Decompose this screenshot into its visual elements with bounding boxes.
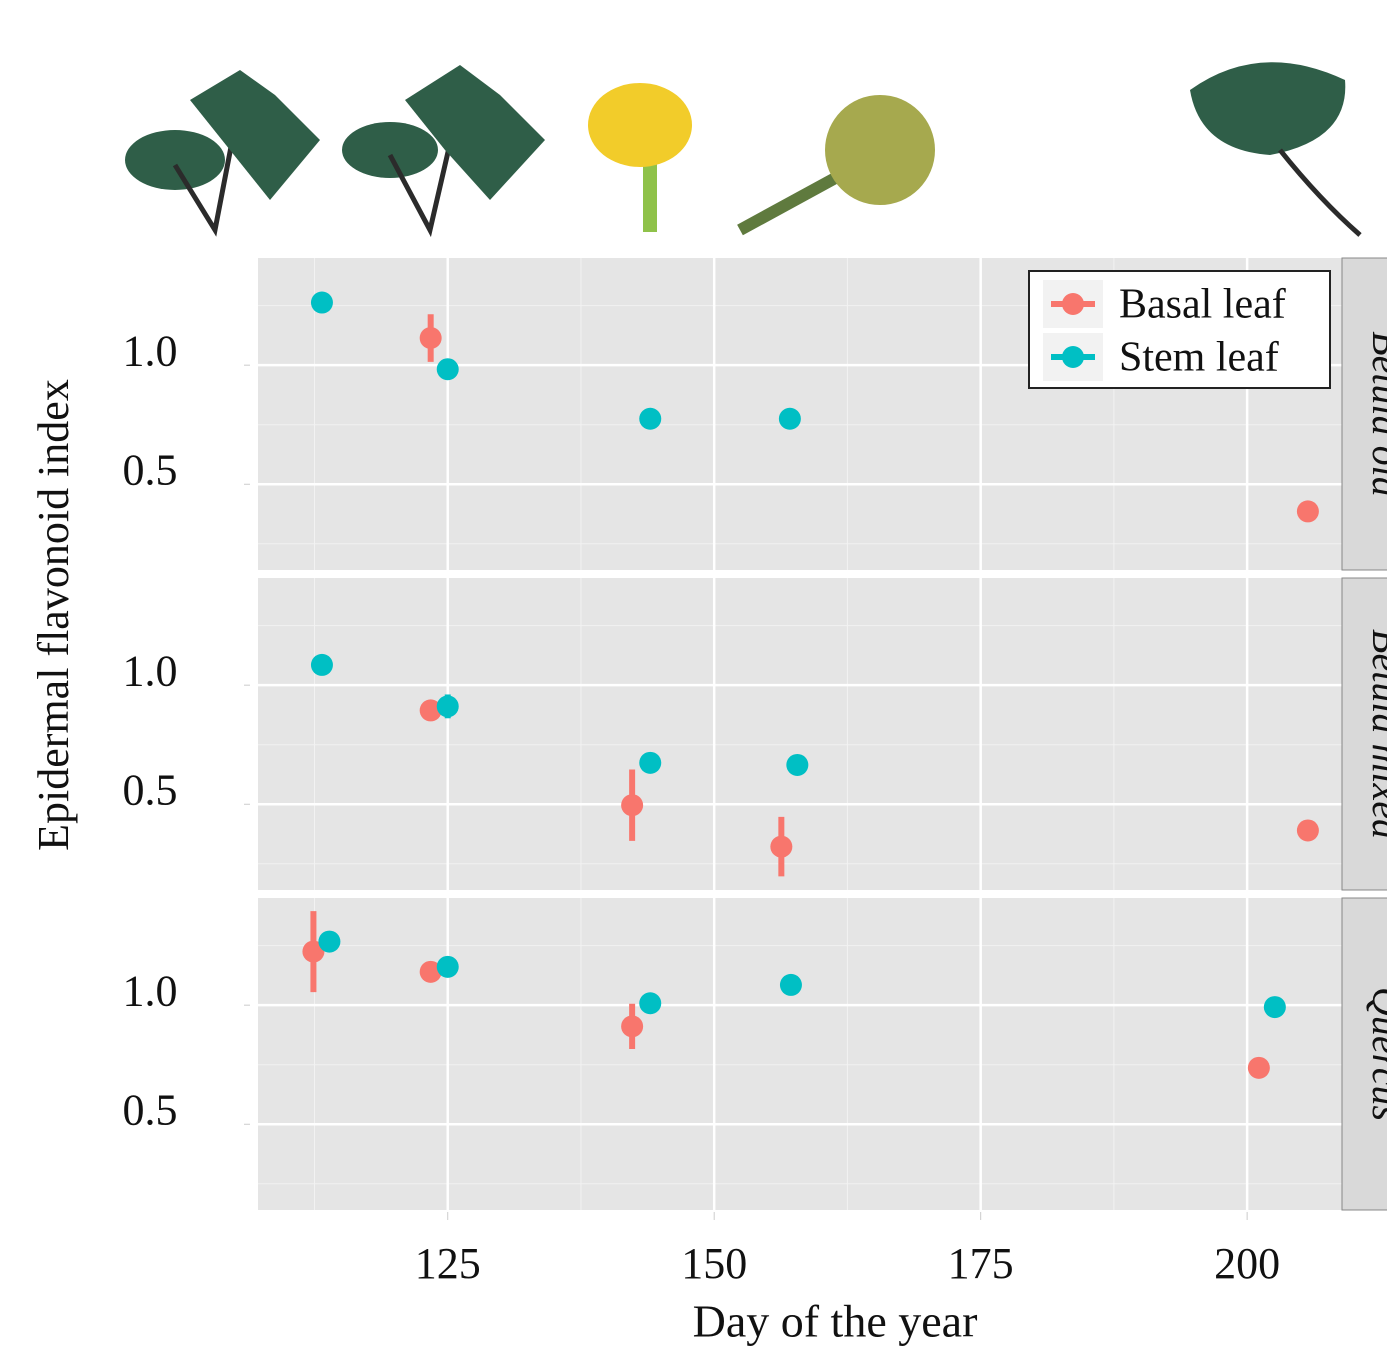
point <box>1247 1056 1270 1079</box>
legend-label: Stem leaf <box>1119 335 1279 381</box>
point <box>621 1015 644 1038</box>
x-tick-label: 175 <box>948 1239 1014 1288</box>
leaf <box>342 122 438 178</box>
stem <box>1278 148 1362 237</box>
x-tick-label: 200 <box>1214 1239 1280 1288</box>
point <box>1296 500 1319 523</box>
leaf <box>405 65 545 200</box>
legend: Basal leaf Stem leaf <box>1028 270 1331 389</box>
legend-key <box>1062 346 1084 368</box>
leaf <box>125 130 225 190</box>
point <box>436 695 459 718</box>
point <box>770 835 793 858</box>
point <box>436 955 459 978</box>
point <box>436 358 459 381</box>
y-tick-label: 1.0 <box>123 326 178 375</box>
y-tick-label: 1.0 <box>123 646 178 695</box>
point <box>318 930 341 953</box>
facet-label: Betula old <box>1364 331 1387 498</box>
y-tick-label: 0.5 <box>123 765 178 814</box>
point <box>639 407 662 430</box>
point <box>419 327 442 350</box>
point <box>310 291 333 314</box>
point <box>302 940 325 963</box>
point <box>1263 996 1286 1019</box>
x-tick-label: 150 <box>681 1239 747 1288</box>
point <box>639 751 662 774</box>
y-tick-label: 1.0 <box>123 966 178 1015</box>
facet-strip <box>1341 897 1387 1211</box>
y-axis-label: Epidermal flavonoid index <box>29 379 78 851</box>
panels: 0.5 1.0 Betula old 0.5 1.0 Betula mixed 0.5 1.0… <box>123 257 1387 1288</box>
panel: 0.5 1.0 Quercus <box>123 897 1387 1211</box>
panel-background <box>258 578 1342 890</box>
plant-illustrations <box>125 62 1362 238</box>
leaf <box>1190 62 1346 155</box>
point <box>786 753 809 776</box>
point <box>779 973 802 996</box>
facet-strip <box>1341 257 1387 571</box>
panel-background <box>258 898 1342 1210</box>
y-tick-label: 0.5 <box>123 1085 178 1134</box>
point <box>310 653 333 676</box>
panel: 0.5 1.0 Betula mixed <box>123 577 1387 891</box>
point <box>419 960 442 983</box>
flower <box>588 83 692 167</box>
point <box>419 699 442 722</box>
stem <box>737 164 853 236</box>
seed-head <box>825 95 935 205</box>
legend-label: Basal leaf <box>1119 282 1286 328</box>
point <box>621 794 644 817</box>
x-tick-label: 125 <box>415 1239 481 1288</box>
leaf <box>190 70 320 200</box>
point <box>1296 819 1319 842</box>
point <box>778 407 801 430</box>
x-axis-label: Day of the year <box>693 1296 978 1347</box>
facet-label: Betula mixed <box>1364 629 1387 840</box>
legend-key <box>1062 293 1084 315</box>
stem <box>643 150 657 232</box>
point <box>639 992 662 1015</box>
facet-label: Quercus <box>1364 987 1387 1121</box>
y-tick-label: 0.5 <box>123 445 178 494</box>
facet-strip <box>1341 577 1387 891</box>
